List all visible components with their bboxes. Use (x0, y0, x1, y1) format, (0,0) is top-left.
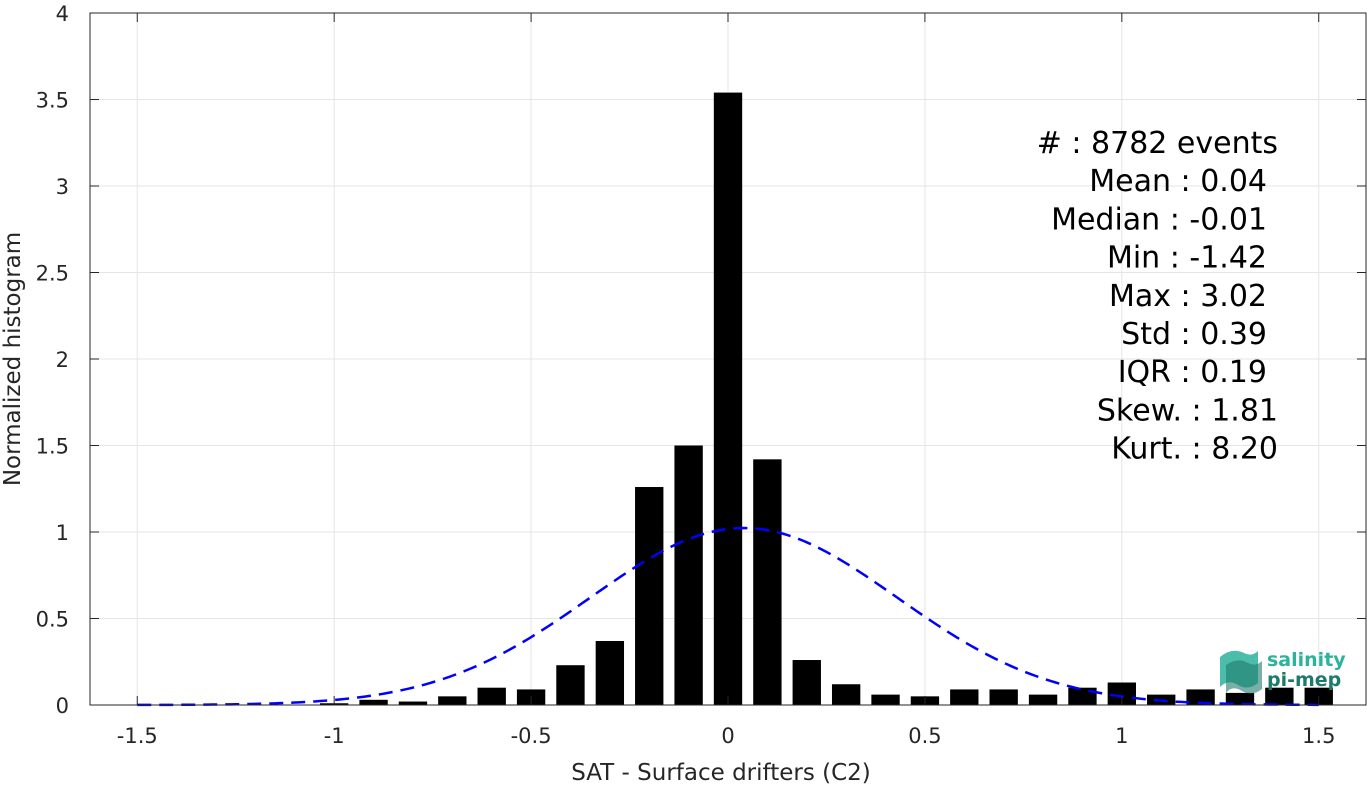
histogram-bar (477, 687, 506, 705)
stat-line: Median : -0.01 (1051, 202, 1267, 237)
y-tick-label: 2 (56, 348, 69, 372)
histogram-bar (989, 689, 1018, 705)
stat-line: Min : -1.42 (1107, 241, 1267, 276)
logo-line1: salinity (1267, 649, 1346, 671)
salinity-pi-mep-logo: salinity pi-mep (1220, 649, 1346, 694)
histogram-bar (831, 684, 861, 705)
histogram-bar (1028, 694, 1058, 705)
y-tick-label: 0.5 (36, 608, 69, 632)
stat-line: Max : 3.02 (1109, 279, 1267, 314)
x-axis-title: SAT - Surface drifters (C2) (571, 760, 871, 785)
x-tick-label: 1.5 (1302, 724, 1335, 748)
stat-line: Kurt. : 8.20 (1111, 432, 1278, 467)
y-tick-label: 4 (56, 2, 69, 26)
logo-waves-icon-back (1226, 660, 1262, 694)
histogram-bar (871, 694, 900, 705)
x-tick-label: -1 (324, 724, 345, 748)
axis-ticks (90, 12, 1366, 706)
x-tick-label: -0.5 (511, 724, 552, 748)
histogram-bar (1225, 692, 1255, 705)
histogram-bar (595, 640, 625, 705)
histogram-bar (1186, 689, 1215, 705)
x-tick-label: 1 (1115, 724, 1128, 748)
logo-line2: pi-mep (1267, 669, 1341, 691)
histogram-bar (1107, 682, 1137, 705)
y-tick-label: 0 (56, 694, 69, 718)
y-tick-label: 1.5 (36, 435, 69, 459)
histogram-bar (950, 689, 979, 705)
histogram-bar (792, 660, 821, 705)
x-tick-label: 0 (721, 724, 734, 748)
stat-line: # : 8782 events (1037, 126, 1278, 161)
histogram-bar (713, 92, 743, 705)
y-tick-labels: 0 0.5 1 1.5 2 2.5 3 3.5 4 (36, 2, 69, 718)
y-tick-label: 1 (56, 521, 69, 545)
x-tick-labels: -1.5 -1 -0.5 0 0.5 1 1.5 (117, 724, 1336, 748)
histogram-bar (753, 459, 782, 705)
y-axis-title: Normalized histogram (0, 232, 26, 486)
x-tick-label: 0.5 (908, 724, 941, 748)
histogram-bar (438, 696, 467, 705)
stat-line: Mean : 0.04 (1089, 164, 1267, 199)
histogram-bar (674, 445, 703, 705)
histogram-bar (1265, 687, 1294, 705)
histogram-bar (359, 699, 388, 705)
y-tick-label: 2.5 (36, 262, 69, 286)
y-tick-label: 3.5 (36, 89, 69, 113)
histogram-bar (635, 487, 664, 705)
x-tick-label: -1.5 (117, 724, 158, 748)
y-tick-label: 3 (56, 175, 69, 199)
stat-line: IQR : 0.19 (1118, 355, 1267, 390)
stat-line: Std : 0.39 (1121, 317, 1267, 352)
histogram-bar (556, 665, 585, 705)
stat-line: Skew. : 1.81 (1097, 393, 1278, 428)
histogram-bar (398, 701, 428, 705)
